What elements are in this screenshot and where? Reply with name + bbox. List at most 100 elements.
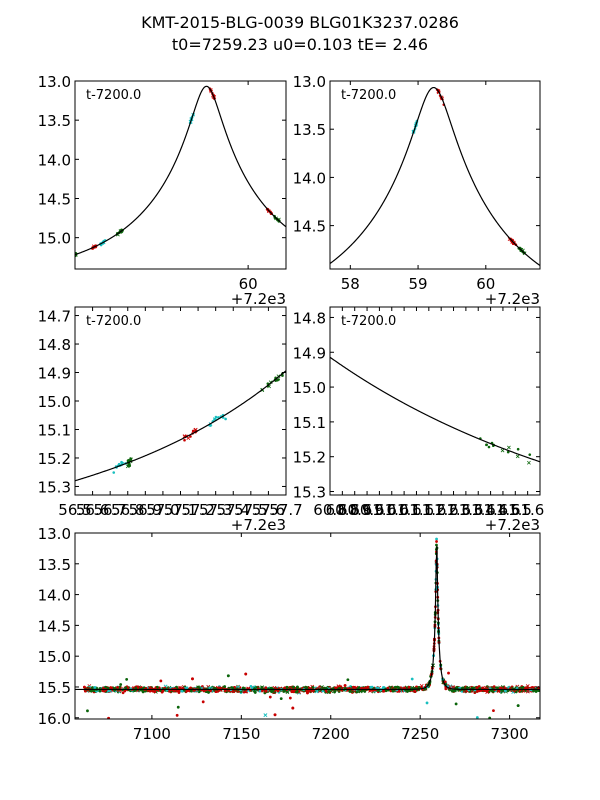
panel-bottom: 13.0 13.5 14.0 14.5 15.0 15.5 16.0 7100 7150 7200… — [38, 525, 541, 743]
data-point-cyan — [249, 684, 253, 688]
data-point-green — [285, 690, 290, 695]
x-tick-label: 7100 — [133, 725, 171, 743]
data-point-green — [500, 448, 505, 453]
data-point-green — [119, 683, 123, 686]
y-tick-label: 16.0 — [38, 710, 71, 728]
y-tick-label: 14.0 — [38, 587, 71, 605]
data-point-green — [358, 689, 363, 694]
x-tick-label: 61.0 — [363, 501, 396, 519]
data-point-green — [305, 685, 309, 690]
x-offset-label: +7.2e3 — [231, 516, 286, 534]
data-point-green — [487, 445, 491, 449]
data-point-cyan — [435, 537, 438, 541]
x-tick-label: 56.8 — [111, 501, 144, 519]
data-point-green — [451, 689, 455, 693]
data-point-red — [485, 690, 490, 694]
y-tick-label: 15.0 — [38, 230, 71, 248]
data-point-cyan — [224, 417, 227, 421]
data-points — [75, 87, 281, 258]
data-point-cyan — [381, 686, 385, 690]
data-point-red — [107, 716, 111, 719]
data-point-red — [407, 685, 411, 689]
y-tick-label: 13.0 — [38, 73, 71, 91]
data-point-red — [435, 540, 438, 543]
x-tick-label: 61.5 — [486, 501, 519, 519]
data-point-green — [532, 689, 535, 693]
data-point-green — [187, 723, 190, 726]
data-point-red — [83, 685, 86, 689]
x-tick-label: 7150 — [222, 725, 260, 743]
data-point-green — [397, 686, 400, 689]
y-tick-label: 15.0 — [38, 393, 71, 411]
data-point-green — [292, 685, 295, 689]
y-tick-label: 13.5 — [38, 556, 71, 574]
data-point-red — [183, 438, 186, 442]
data-point-green — [465, 686, 469, 689]
x-offset-label: +7.2e3 — [485, 290, 540, 308]
data-point-red — [447, 671, 450, 675]
data-point-cyan — [204, 721, 207, 724]
x-tick-label: 57.3 — [199, 501, 232, 519]
data-point-green — [270, 690, 273, 693]
data-point-cyan — [214, 415, 218, 419]
data-point-cyan — [475, 716, 479, 719]
plot-frame — [74, 306, 287, 496]
y-tick-label: 15.1 — [293, 414, 326, 432]
x-tick-label: 57.7 — [269, 501, 302, 519]
data-point-red — [175, 713, 179, 717]
x-tick-label: 7300 — [491, 725, 529, 743]
data-point-green — [177, 724, 180, 727]
data-point-cyan — [425, 701, 429, 705]
data-point-green — [104, 685, 108, 689]
y-tick-label: 14.0 — [38, 151, 71, 169]
data-point-green — [120, 725, 123, 728]
x-tick-label: 61.2 — [412, 501, 445, 519]
panel-top-left: 13.0 13.5 14.0 14.5 15.0 60 t-7200.0 +7.2e3 — [38, 73, 287, 308]
data-point-green — [141, 690, 145, 694]
x-tick-label: 61.3 — [437, 501, 470, 519]
data-point-red — [201, 700, 205, 704]
y-tick-label: 14.5 — [293, 218, 326, 236]
data-point-red — [525, 689, 530, 694]
data-points — [83, 537, 540, 728]
data-point-red — [116, 685, 120, 689]
data-point-green — [187, 723, 190, 726]
data-point-green — [127, 459, 131, 462]
data-point-green — [125, 677, 129, 681]
data-point-green — [348, 689, 352, 693]
data-point-red — [123, 689, 127, 693]
data-point-cyan — [263, 713, 268, 718]
data-point-red — [478, 689, 481, 693]
x-tick-label: 60.9 — [338, 501, 371, 519]
x-tick-label: 57.0 — [146, 501, 179, 519]
panel-annotation: t-7200.0 — [86, 88, 141, 103]
model-curve — [75, 85, 286, 256]
data-point-green — [369, 723, 372, 726]
x-tick-label: 56.6 — [76, 501, 109, 519]
data-point-green — [417, 686, 421, 689]
data-point-green — [226, 674, 230, 678]
data-point-red — [507, 237, 512, 242]
data-point-green — [295, 689, 299, 693]
plot-frame — [329, 306, 541, 496]
data-point-red — [189, 686, 193, 690]
y-tick-label: 14.5 — [38, 191, 71, 209]
data-point-green — [207, 690, 210, 694]
data-point-cyan — [112, 471, 116, 474]
plot-frame — [329, 80, 541, 270]
y-tick-label: 14.8 — [38, 336, 71, 354]
data-point-cyan — [503, 689, 507, 693]
data-point-cyan — [410, 677, 414, 681]
x-tick-label: 60.9 — [350, 501, 383, 519]
y-tick-label: 14.7 — [38, 308, 71, 326]
y-tick-label: 15.0 — [38, 648, 71, 666]
data-point-red — [530, 685, 534, 689]
panel-annotation: t-7200.0 — [341, 314, 396, 329]
x-tick-label: 57.2 — [181, 501, 214, 519]
data-point-red — [223, 689, 227, 693]
x-tick-label: 61.4 — [462, 501, 495, 519]
panel-annotation: t-7200.0 — [86, 314, 141, 329]
data-point-green — [241, 686, 245, 690]
data-point-cyan — [258, 689, 262, 693]
